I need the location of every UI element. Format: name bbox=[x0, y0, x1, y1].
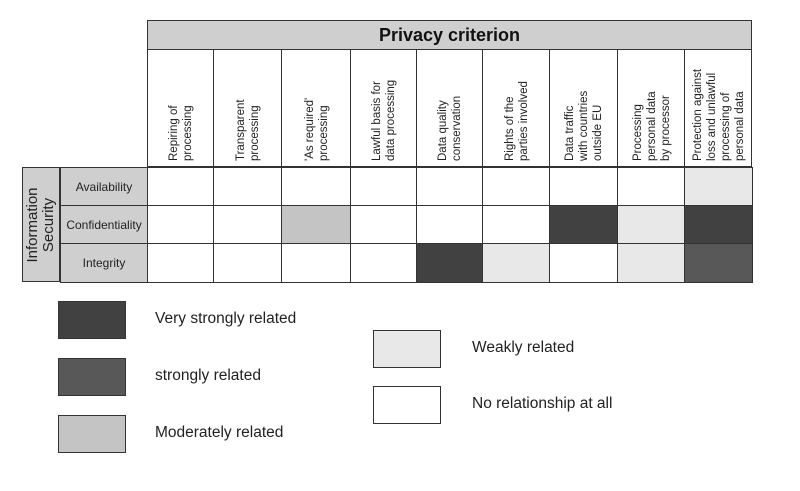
column-header: Data quality conservation bbox=[416, 50, 483, 167]
information-security-label: Information Security bbox=[22, 167, 60, 282]
matrix-cell bbox=[684, 243, 753, 283]
column-header: 'As required' processing bbox=[281, 50, 351, 167]
row-header-label: Integrity bbox=[82, 256, 126, 270]
matrix-cell bbox=[617, 167, 685, 206]
column-header-line: processing bbox=[317, 105, 330, 161]
matrix-cell bbox=[684, 167, 753, 206]
matrix-cell bbox=[617, 205, 685, 244]
legend-swatch bbox=[58, 358, 126, 396]
column-header: Repiring of processing bbox=[147, 50, 214, 167]
matrix-cell bbox=[213, 167, 282, 206]
column-header-line: Lawful basis for bbox=[371, 81, 383, 161]
legend-label: strongly related bbox=[155, 367, 261, 384]
column-header-line: personal data bbox=[734, 91, 746, 161]
legend-swatch bbox=[373, 386, 441, 424]
column-header-text: Rights of the parties involved bbox=[503, 81, 531, 161]
matrix-cell bbox=[416, 243, 483, 283]
column-header-line: Repiring of bbox=[168, 105, 180, 161]
matrix-cell bbox=[350, 243, 417, 283]
column-header-line: personal data bbox=[645, 91, 658, 161]
row-header-integrity: Integrity bbox=[60, 243, 148, 283]
column-header-text: Processing personal data by processor bbox=[631, 91, 673, 161]
column-header: Rights of the parties involved bbox=[482, 50, 550, 167]
column-header-line: processing bbox=[249, 105, 261, 161]
header-title: Privacy criterion bbox=[378, 24, 521, 45]
legend-swatch bbox=[58, 415, 126, 453]
column-header-text: Transparent processing bbox=[234, 99, 262, 161]
column-header-line: processing of bbox=[720, 92, 732, 161]
column-header-line: by processor bbox=[659, 95, 672, 161]
matrix-cell bbox=[482, 167, 550, 206]
matrix-cell bbox=[281, 167, 351, 206]
sidebar-line: Security bbox=[40, 197, 57, 252]
column-header-line: Transparent bbox=[235, 99, 247, 161]
matrix-cell bbox=[147, 167, 214, 206]
column-header-line: 'As required' bbox=[303, 97, 316, 161]
matrix-cell bbox=[549, 205, 618, 244]
column-header: Processing personal data by processor bbox=[617, 50, 685, 167]
matrix-cell bbox=[482, 205, 550, 244]
matrix-cell bbox=[213, 205, 282, 244]
matrix-cell bbox=[147, 243, 214, 283]
legend-swatch bbox=[373, 330, 441, 368]
column-header-line: Data quality bbox=[437, 100, 449, 161]
matrix-cell bbox=[416, 205, 483, 244]
column-header: Lawful basis for data processing bbox=[350, 50, 417, 167]
matrix-cell bbox=[684, 205, 753, 244]
column-header-line: processing bbox=[182, 105, 194, 161]
column-header-line: conservation bbox=[451, 95, 463, 161]
column-header-line: Rights of the bbox=[503, 96, 516, 161]
column-header-line: Protection against bbox=[692, 68, 704, 161]
matrix-cell bbox=[617, 243, 685, 283]
column-header: Protection against loss and unlawful proce… bbox=[684, 50, 752, 167]
legend-label: No relationship at all bbox=[472, 395, 613, 412]
matrix-cell bbox=[350, 205, 417, 244]
legend-label: Very strongly related bbox=[155, 310, 297, 327]
row-header-label: Confidentiality bbox=[66, 217, 142, 232]
row-header-label: Availability bbox=[75, 179, 133, 194]
column-header-text: 'As required' processing bbox=[303, 98, 331, 161]
column-header-text: Protection against loss and unlawful proce… bbox=[691, 69, 747, 161]
legend-label: Moderately related bbox=[155, 424, 284, 441]
column-header: Transparent processing bbox=[213, 50, 282, 167]
column-header-line: Processing bbox=[631, 104, 644, 161]
column-header-text: Repiring of processing bbox=[167, 105, 195, 161]
column-header-text: Lawful basis for data processing bbox=[370, 80, 398, 161]
row-header-confidentiality: Confidentiality bbox=[60, 205, 148, 244]
column-header-line: data processing bbox=[385, 79, 397, 161]
column-header-text: Data traffic with countries outside EU bbox=[563, 91, 605, 161]
sidebar-line: Information bbox=[24, 186, 41, 263]
matrix-cell bbox=[281, 205, 351, 244]
column-header-text: Data quality conservation bbox=[436, 96, 464, 161]
matrix-cell bbox=[482, 243, 550, 283]
matrix-cell bbox=[416, 167, 483, 206]
column-header-line: loss and unlawful bbox=[706, 72, 718, 161]
column-header-line: parties involved bbox=[517, 81, 530, 161]
matrix-cell bbox=[281, 243, 351, 283]
matrix-cell bbox=[213, 243, 282, 283]
legend-swatch bbox=[58, 301, 126, 339]
row-header-availability: Availability bbox=[60, 167, 148, 206]
matrix-cell bbox=[147, 205, 214, 244]
column-header-line: with countries bbox=[578, 90, 590, 161]
matrix-cell bbox=[350, 167, 417, 206]
matrix-cell bbox=[549, 167, 618, 206]
matrix-cell bbox=[549, 243, 618, 283]
column-header-line: outside EU bbox=[592, 104, 604, 161]
legend-label: Weakly related bbox=[472, 339, 575, 356]
column-header: Data traffic with countries outside EU bbox=[549, 50, 618, 167]
privacy-criterion-header: Privacy criterion bbox=[147, 20, 752, 50]
column-header-line: Data traffic bbox=[564, 105, 576, 161]
